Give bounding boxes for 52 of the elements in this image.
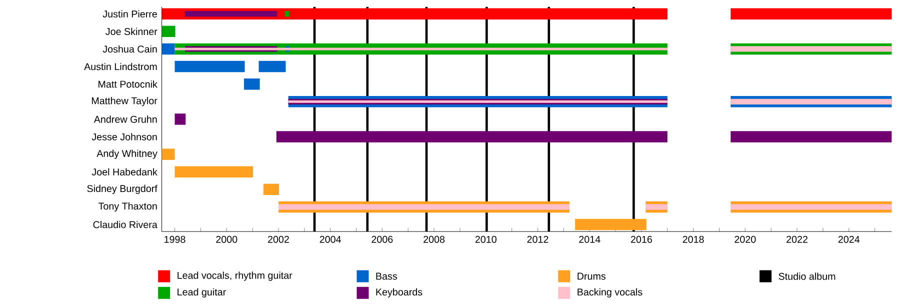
legend-label: Backing vocals [578,288,642,298]
bar [162,43,175,55]
x-tick-label: 2014 [579,236,600,243]
bar [646,204,668,210]
bar [730,204,892,210]
x-tick-label: 2004 [320,236,341,243]
bar [184,11,278,17]
y-tick-label: Joel Habedank [92,168,158,176]
x-tick-label: 2016 [631,236,652,243]
bar [162,26,176,38]
x-tick-label: 2008 [424,236,445,243]
y-tick-label: Justin Pierre [102,10,157,18]
y-tick-label: Joe Skinner [106,28,158,36]
y-tick-label: Claudio Rivera [93,220,158,228]
bar [730,98,892,104]
y-tick-label: Matt Potocnik [98,80,158,88]
y-tick-label: Sidney Burgdorf [87,184,158,194]
x-tick-label: 2002 [268,236,289,243]
x-tick-label: 2006 [372,236,393,243]
x-tick-label: 2024 [838,236,860,243]
bar [730,8,892,20]
x-tick-label: 2010 [475,236,496,243]
x-tick-label: 2018 [682,236,704,243]
x-tick-label: 2000 [216,236,238,243]
y-tick-label: Joshua Cain [102,45,157,53]
bar [162,148,175,160]
y-tick-label: Tony Thaxton [98,202,157,212]
bar [575,218,646,230]
bar [174,48,668,50]
bar [263,184,279,196]
y-tick-label: Andy Whitney [96,150,158,159]
legend-label: Studio album [778,272,836,280]
bar [162,8,668,20]
bar [730,46,892,52]
bar [174,166,254,178]
legend-label: Keyboards [376,288,422,298]
bar [258,60,286,72]
y-tick-label: Matthew Taylor [92,97,158,106]
y-tick-label: Austin Lindstrom [84,62,157,70]
bar [244,78,260,90]
y-tick-label: Jesse Johnson [92,133,157,140]
legend-label: Drums [578,272,606,280]
y-tick-label: Andrew Gruhn [94,116,157,123]
legend-label: Lead vocals, rhythm guitar [178,272,292,281]
x-tick-label: 2012 [527,236,548,243]
legend-label: Bass [376,272,398,280]
bar [174,60,245,72]
bar [730,131,892,142]
x-tick-label: 2022 [786,236,808,243]
x-tick-label: 2020 [734,236,756,243]
x-tick-label: 1998 [164,236,186,243]
legend-label: Lead guitar [178,288,226,298]
